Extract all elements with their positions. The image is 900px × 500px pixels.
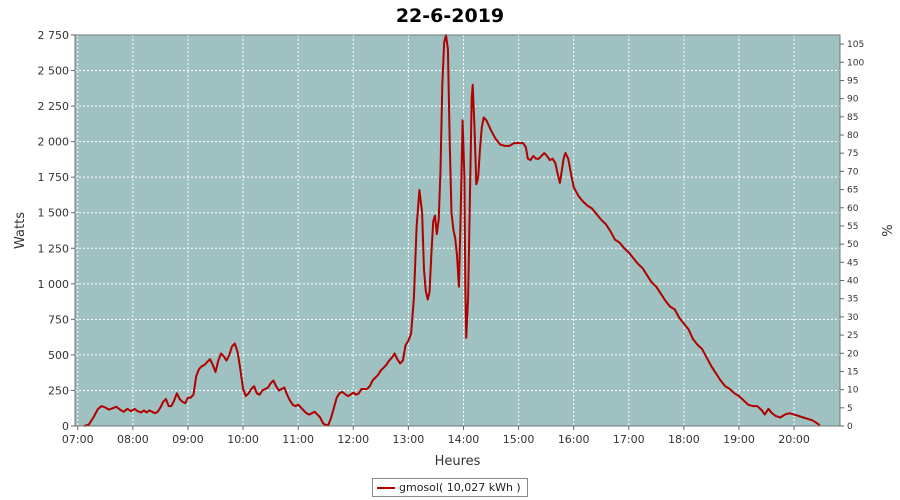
series-line: [83, 34, 821, 427]
x-axis-label: Heures: [435, 454, 481, 469]
y-axis-right: 0 5 10 15 20 25 30 35 40 45 50 55 60 65 70 75 80 85 90 95 10…: [840, 40, 864, 432]
y2-tick-label: 50: [847, 240, 859, 250]
legend-label: gmosol( 10,027 kWh ): [399, 481, 521, 494]
y2-tick-label: 80: [847, 131, 859, 141]
x-tick-label: 19:00: [723, 433, 755, 446]
x-tick-label: 17:00: [613, 433, 645, 446]
x-tick-label: 12:00: [337, 433, 369, 446]
y-tick-label: 250: [48, 384, 69, 397]
y2-tick-label: 60: [847, 204, 859, 214]
y-tick-label: 2 750: [38, 29, 70, 42]
y-tick-label: 500: [48, 349, 69, 362]
y2-tick-label: 70: [847, 167, 859, 177]
x-tick-label: 08:00: [117, 433, 149, 446]
y-tick-label: 750: [48, 313, 69, 326]
y2-tick-label: 75: [847, 149, 858, 159]
y2-tick-label: 65: [847, 186, 858, 196]
y-tick-label: 2 000: [38, 136, 70, 149]
y2-tick-label: 55: [847, 222, 858, 232]
y-tick-label: 2 500: [38, 65, 70, 78]
y-tick-label: 1 500: [38, 207, 70, 220]
y2-tick-label: 100: [847, 58, 864, 68]
y2-tick-label: 30: [847, 313, 859, 323]
x-tick-label: 20:00: [778, 433, 810, 446]
y2-tick-label: 95: [847, 76, 858, 86]
y2-tick-label: 85: [847, 113, 858, 123]
y2-tick-label: 90: [847, 95, 859, 105]
y2-tick-label: 10: [847, 386, 859, 396]
y2-tick-label: 0: [847, 422, 853, 432]
y-axis-left: 0 250 500 750 1 000 1 250 1 500 1 750 2 000 2 250…: [38, 29, 75, 433]
legend: gmosol( 10,027 kWh ): [372, 478, 528, 497]
x-tick-label: 18:00: [668, 433, 700, 446]
y2-tick-label: 40: [847, 277, 859, 287]
y2-tick-label: 5: [847, 404, 853, 414]
y2-tick-label: 35: [847, 295, 858, 305]
y2-tick-label: 20: [847, 349, 859, 359]
x-tick-label: 13:00: [393, 433, 425, 446]
y-tick-label: 0: [62, 420, 69, 433]
plot-area: [75, 35, 840, 426]
y2-tick-label: 45: [847, 258, 858, 268]
y2-axis-label: %: [878, 224, 893, 236]
x-tick-label: 09:00: [172, 433, 204, 446]
x-tick-label: 14:00: [448, 433, 480, 446]
series-group: [83, 34, 821, 427]
x-axis: 07:00 08:00 09:00 10:00 11:00 12:00 13:00 14:00…: [62, 426, 810, 446]
y-tick-label: 1 750: [38, 171, 70, 184]
x-tick-label: 07:00: [62, 433, 94, 446]
y2-tick-label: 25: [847, 331, 858, 341]
y-tick-label: 2 250: [38, 100, 70, 113]
y2-tick-label: 15: [847, 367, 858, 377]
plot-border: [74, 34, 841, 427]
y-tick-label: 1 000: [38, 278, 70, 291]
x-tick-label: 11:00: [282, 433, 314, 446]
chart-title: 22-6-2019: [396, 5, 504, 27]
x-tick-label: 16:00: [558, 433, 590, 446]
y-axis-label: Watts: [13, 212, 28, 249]
y-tick-label: 1 250: [38, 242, 70, 255]
x-tick-label: 10:00: [227, 433, 259, 446]
x-tick-label: 15:00: [503, 433, 535, 446]
y2-tick-label: 105: [847, 40, 864, 50]
legend-swatch: [377, 486, 395, 489]
